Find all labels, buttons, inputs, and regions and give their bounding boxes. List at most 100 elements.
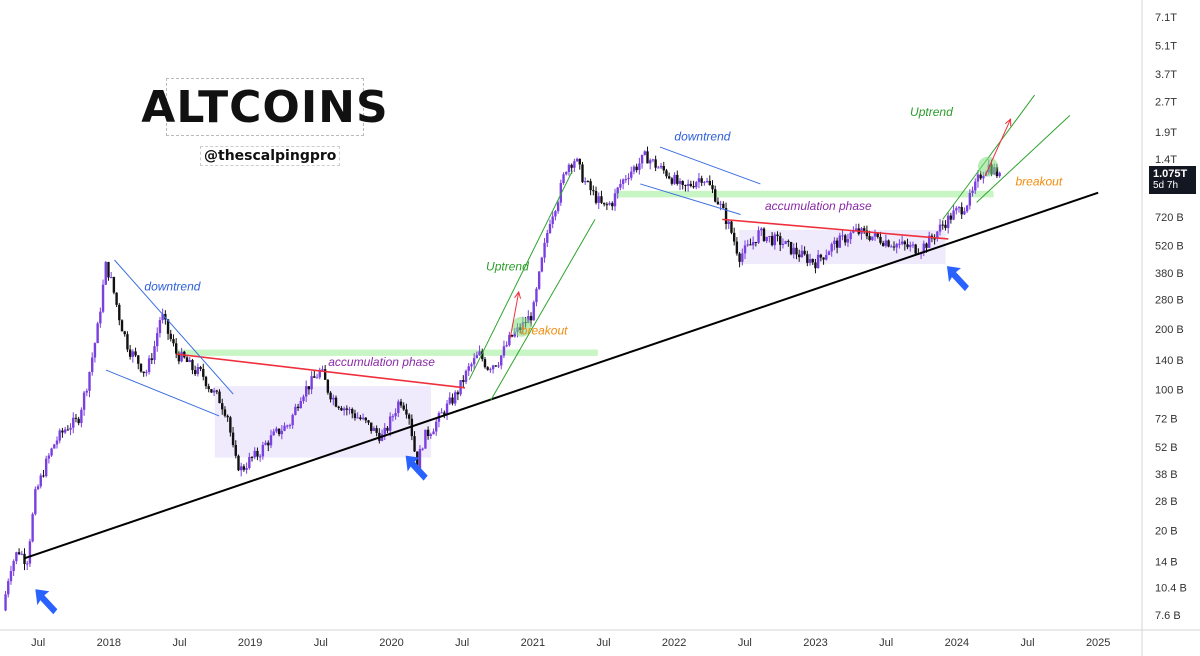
- candle: [296, 406, 300, 409]
- candle-countdown: 5d 7h: [1153, 180, 1179, 191]
- candle: [7, 581, 10, 595]
- candle: [819, 254, 823, 258]
- candle: [586, 181, 590, 183]
- y-tick-label: 1.9T: [1155, 127, 1177, 139]
- candle: [946, 215, 950, 228]
- candle: [291, 414, 294, 426]
- blue-arrow: [35, 589, 58, 615]
- candle: [681, 181, 684, 185]
- candle: [546, 233, 549, 243]
- candle: [792, 247, 795, 255]
- candle: [253, 450, 256, 458]
- candle: [963, 211, 966, 215]
- candle: [239, 466, 243, 471]
- candle: [299, 401, 302, 409]
- candle: [69, 427, 72, 430]
- candle: [903, 241, 907, 245]
- candle: [724, 208, 728, 224]
- x-tick-label: Jul: [1020, 637, 1034, 649]
- candle: [925, 243, 928, 248]
- x-tick-label: 2025: [1086, 637, 1110, 649]
- candle: [326, 379, 330, 393]
- candle: [605, 204, 609, 206]
- breakout-arrow-line: [984, 119, 1012, 177]
- candle: [126, 334, 129, 350]
- candle: [906, 244, 909, 248]
- candle: [649, 160, 652, 164]
- candle: [307, 386, 311, 390]
- candle: [486, 367, 489, 370]
- candle: [808, 259, 812, 263]
- candle: [245, 468, 248, 470]
- candle: [971, 190, 974, 194]
- y-tick-label: 14 B: [1155, 557, 1178, 569]
- candle: [177, 353, 181, 362]
- candle: [611, 203, 614, 207]
- y-tick-label: 28 B: [1155, 496, 1178, 508]
- candle: [651, 159, 655, 161]
- y-tick-label: 1.4T: [1155, 154, 1177, 166]
- annotation-label: breakout: [1015, 175, 1062, 189]
- candle: [26, 563, 29, 565]
- candle: [995, 167, 999, 177]
- candle: [770, 236, 774, 246]
- candle: [115, 292, 118, 305]
- candle: [28, 541, 32, 564]
- x-tick-label: Jul: [314, 637, 328, 649]
- candle: [448, 397, 451, 404]
- candle: [120, 320, 124, 332]
- candle: [640, 154, 644, 164]
- candle: [800, 250, 804, 258]
- candle: [949, 215, 953, 220]
- candle: [221, 403, 224, 410]
- candle: [955, 208, 958, 211]
- candle: [619, 183, 622, 188]
- candle: [697, 178, 701, 183]
- chart-title-box: ALTCOINS: [141, 78, 388, 136]
- candle: [128, 349, 132, 357]
- candle: [153, 346, 156, 360]
- y-tick-label: 200 B: [1155, 324, 1184, 336]
- candle: [123, 331, 126, 335]
- candle: [210, 389, 213, 393]
- candle: [402, 405, 405, 410]
- candle: [318, 369, 321, 378]
- candle: [751, 241, 755, 246]
- candle: [364, 417, 367, 421]
- candle: [223, 409, 227, 416]
- candle: [31, 514, 34, 542]
- candle: [77, 418, 80, 424]
- candle: [784, 240, 787, 244]
- candle: [638, 163, 641, 170]
- candle: [974, 181, 977, 191]
- candle: [781, 243, 785, 245]
- uptrend-channel-line: [468, 170, 573, 380]
- candle: [529, 316, 533, 321]
- y-tick-label: 7.6 B: [1155, 610, 1181, 622]
- breakout-zone-2020: [176, 349, 598, 356]
- candle: [936, 231, 939, 239]
- candle: [765, 236, 768, 241]
- candle: [261, 444, 265, 457]
- candle: [264, 442, 267, 445]
- candle: [779, 236, 782, 245]
- candle: [445, 403, 449, 416]
- candle: [199, 366, 202, 370]
- candle: [139, 363, 143, 372]
- candles: [4, 146, 1001, 612]
- candle: [773, 234, 777, 246]
- candle: [811, 259, 814, 263]
- candle: [467, 366, 470, 371]
- downtrend-channel-line: [105, 369, 220, 417]
- candle: [150, 358, 154, 360]
- candle: [957, 207, 961, 209]
- downtrend-channel-line: [659, 146, 761, 185]
- candle: [397, 401, 400, 414]
- candle: [797, 254, 801, 258]
- candle: [849, 232, 852, 240]
- annotation-label: Uptrend: [910, 105, 953, 119]
- author-handle: @thescalpingpro: [200, 146, 341, 166]
- candle: [565, 171, 568, 175]
- candle: [705, 180, 709, 182]
